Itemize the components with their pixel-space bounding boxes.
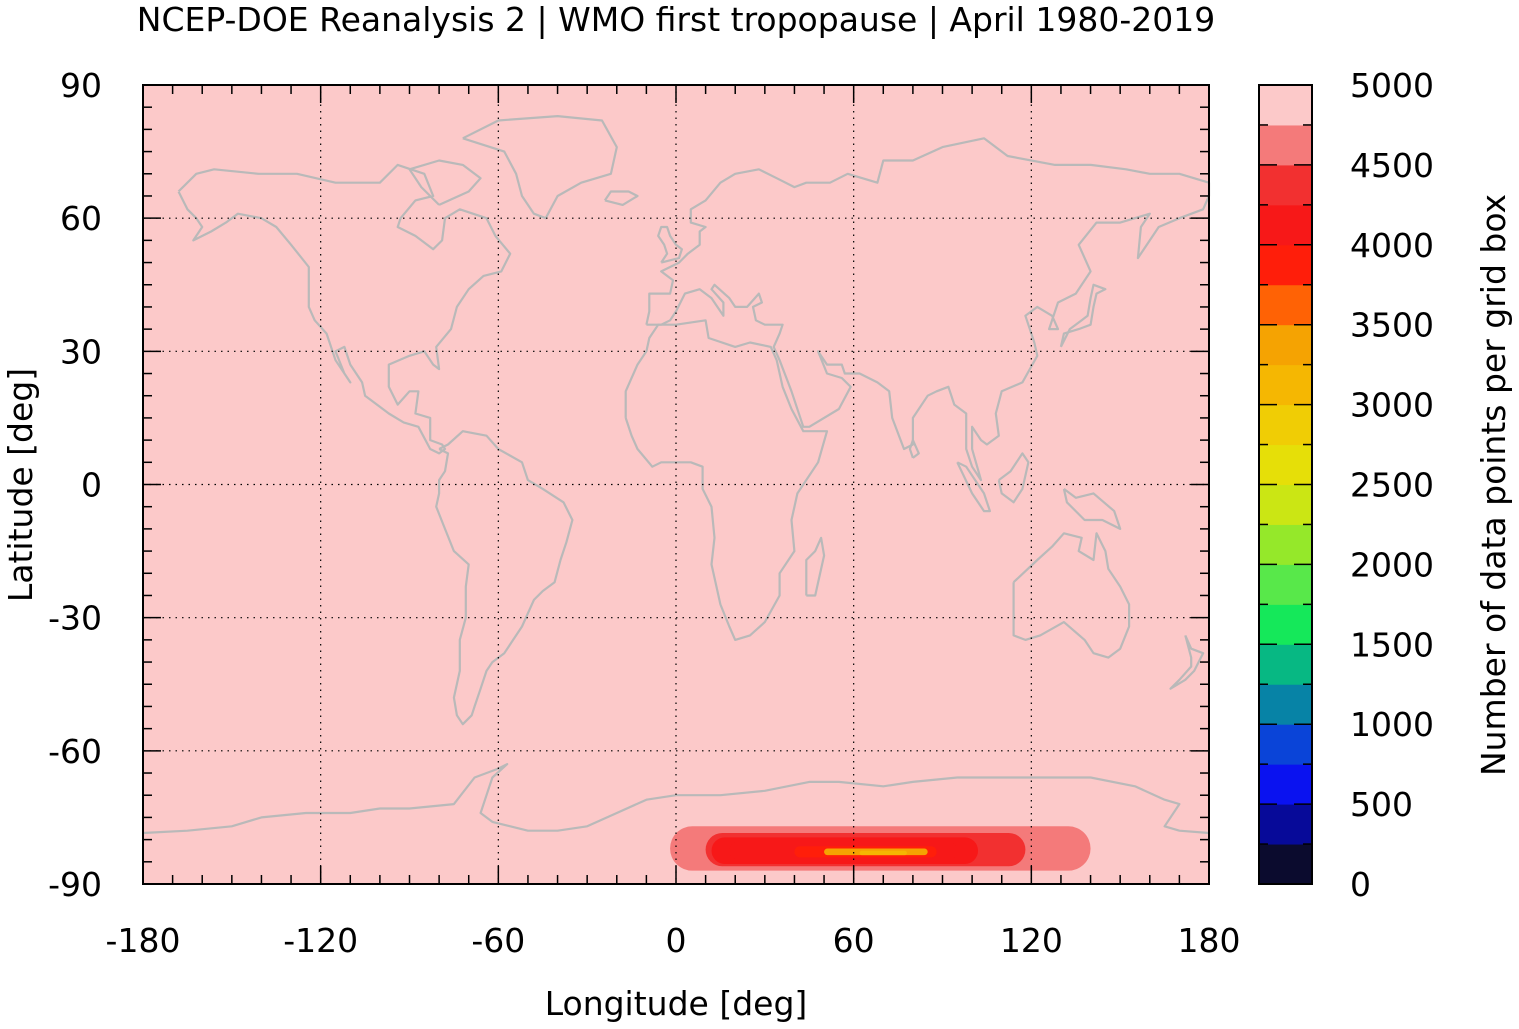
colorbar-swatch (1259, 844, 1312, 885)
coastline-australia (1012, 532, 1131, 659)
coastline-new-zealand (1169, 634, 1205, 690)
colorbar-tick-label: 5000 (1350, 66, 1434, 105)
coastline-japan (1059, 283, 1107, 348)
colorbar-swatch (1259, 244, 1312, 286)
colorbar-tick-label: 4000 (1350, 226, 1434, 265)
colorbar-tick-label: 500 (1350, 785, 1413, 824)
colorbar-tick-label: 4500 (1350, 146, 1434, 185)
coastline-new-guinea (1062, 488, 1122, 530)
y-tick-label: -60 (48, 732, 102, 771)
colorbar-tick-label: 2000 (1350, 545, 1434, 584)
y-axis: -90 -60 -30 0 30 60 90 (48, 66, 102, 904)
coastline-sri-lanka (908, 439, 920, 459)
coastline-borneo (997, 452, 1030, 504)
colorbar-swatch (1259, 284, 1312, 326)
colorbar-swatch (1259, 524, 1312, 565)
coastline-north-america (177, 163, 512, 455)
coastline-greenland (462, 115, 618, 220)
y-tick-label: -30 (48, 599, 102, 638)
x-tick-label: -180 (106, 921, 181, 960)
y-tick-label: 30 (60, 332, 102, 371)
colorbar-swatch (1259, 564, 1312, 605)
colorbar-swatch (1259, 364, 1312, 406)
coastline-great-britain (657, 225, 683, 264)
colorbar-swatch (1259, 204, 1312, 246)
coastlines (142, 115, 1211, 835)
x-tick-label: 180 (1178, 921, 1241, 960)
plot-frame (142, 84, 1210, 885)
colorbar-swatch (1259, 764, 1312, 805)
colorbar-swatch (1259, 164, 1312, 206)
coastline-sumatra (956, 461, 991, 513)
colorbar-tick-label: 1500 (1350, 625, 1434, 664)
colorbar-swatch (1259, 124, 1312, 166)
colorbar-tick-label: 3500 (1350, 306, 1434, 345)
colorbar-swatch (1259, 484, 1312, 525)
y-tick-label: 60 (60, 199, 102, 238)
y-tick-label: 0 (81, 466, 102, 505)
colorbar-swatch (1259, 684, 1312, 725)
colorbar-swatch (1259, 85, 1312, 126)
colorbar-label: Number of data points per grid box (1474, 194, 1513, 776)
grid (143, 85, 1209, 884)
colorbar-swatch (1259, 404, 1312, 446)
colorbar-swatch (1259, 604, 1312, 645)
x-axis-label: Longitude [deg] (545, 984, 808, 1023)
y-tick-label: 90 (60, 66, 102, 105)
coastline-baffin-island (408, 159, 482, 206)
colorbar-tick-label: 0 (1350, 865, 1371, 904)
coastline-africa (624, 319, 829, 641)
colorbar-tick-label: 3000 (1350, 386, 1434, 425)
coastline-madagascar (805, 536, 826, 597)
heatmap-region-6 (859, 850, 907, 856)
coastline-eurasia (645, 137, 1211, 482)
chart-title: NCEP-DOE Reanalysis 2 | WMO first tropop… (137, 0, 1215, 39)
colorbar-tick-label: 1000 (1350, 705, 1434, 744)
coastline-antarctica (142, 763, 1210, 835)
x-tick-label: -120 (283, 921, 358, 960)
x-axis: -180 -120 -60 0 60 120 180 (106, 921, 1241, 960)
x-tick-label: -60 (471, 921, 525, 960)
colorbar-swatch (1259, 444, 1312, 485)
colorbar-tick-label: 2500 (1350, 466, 1434, 505)
colorbar-swatch (1259, 324, 1312, 366)
x-tick-label: 120 (1000, 921, 1063, 960)
colorbar: 0 500 1000 1500 2000 2500 3000 3500 4000 4500 5000 (1258, 66, 1434, 904)
x-tick-label: 0 (666, 921, 687, 960)
coastline-iceland (603, 190, 639, 206)
colorbar-swatch (1259, 724, 1312, 765)
colorbar-swatch (1259, 644, 1312, 685)
colorbar-swatch (1259, 804, 1312, 845)
y-axis-label: Latitude [deg] (1, 368, 40, 602)
y-tick-label: -90 (48, 865, 102, 904)
x-tick-label: 60 (833, 921, 875, 960)
coastline-south-america (435, 430, 574, 726)
